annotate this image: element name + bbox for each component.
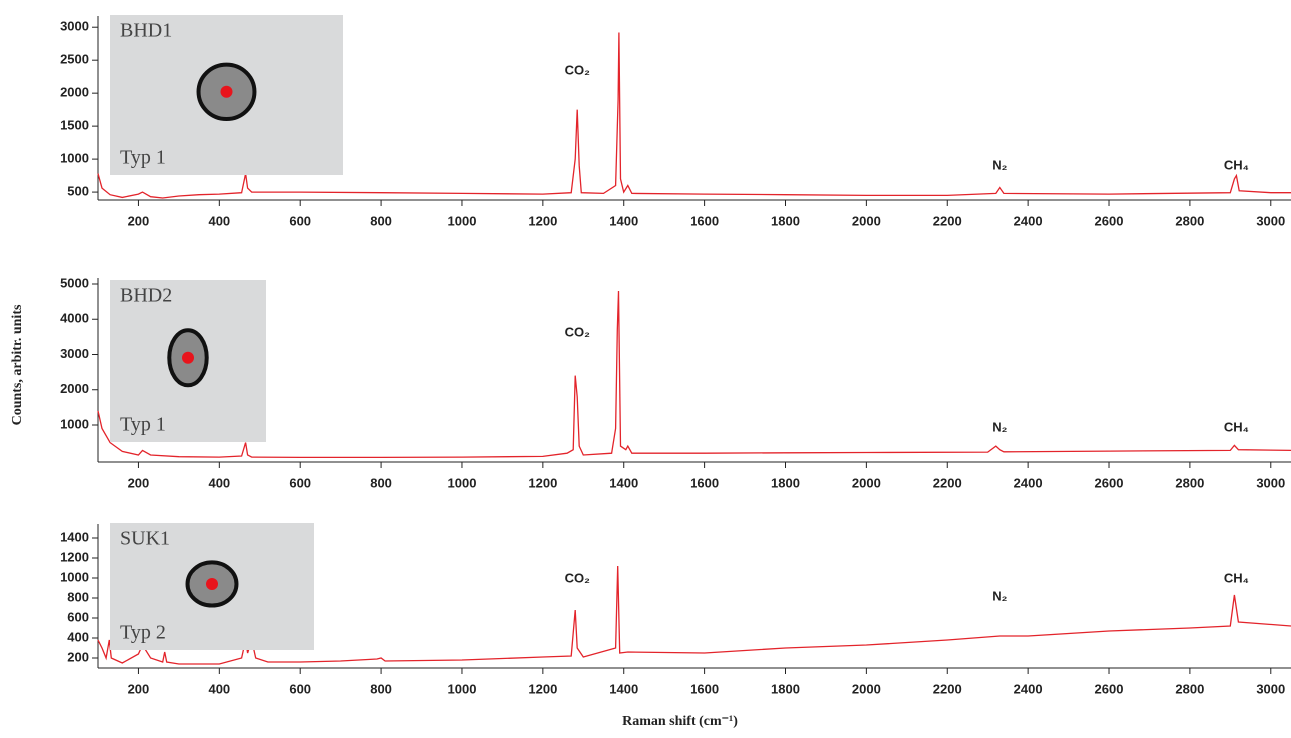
y-tick-label: 5000 [60,275,89,290]
x-tick-label: 2800 [1175,475,1204,490]
y-tick-label: 2500 [60,52,89,67]
x-tick-label: 1800 [771,681,800,696]
x-tick-label: 2000 [852,213,881,228]
x-tick-label: 1800 [771,213,800,228]
x-tick-label: 1200 [528,475,557,490]
y-tick-label: 4000 [60,311,89,326]
x-tick-label: 1600 [690,213,719,228]
x-tick-label: 1200 [528,681,557,696]
x-tick-label: 1200 [528,213,557,228]
x-tick-label: 3000 [1256,213,1285,228]
x-tick-label: 2800 [1175,213,1204,228]
inset-label: BHD2 [120,285,172,307]
inset-label: BHD1 [120,20,172,42]
inset-label: SUK1 [120,528,170,550]
y-tick-label: 400 [67,629,89,644]
peak-annotation: CO₂ [565,62,591,77]
x-tick-label: 2600 [1095,681,1124,696]
peak-annotation: CH₄ [1224,570,1249,585]
inset-label: Typ 2 [120,622,166,644]
spectrum-line [97,290,1291,459]
x-tick-label: 800 [370,213,392,228]
y-tick-label: 1400 [60,529,89,544]
x-tick-label: 1600 [690,475,719,490]
y-tick-label: 2000 [60,85,89,100]
peak-annotation: N₂ [992,588,1007,603]
x-tick-label: 2000 [852,475,881,490]
y-tick-label: 1500 [60,118,89,133]
laser-spot [220,85,233,98]
y-tick-label: 200 [67,649,89,664]
x-tick-label: 600 [289,475,311,490]
x-tick-label: 1400 [609,681,638,696]
y-tick-label: 1000 [60,569,89,584]
x-tick-label: 1000 [448,475,477,490]
x-tick-label: 200 [128,475,150,490]
y-tick-label: 1000 [60,416,89,431]
x-tick-label: 1400 [609,475,638,490]
laser-spot [206,577,218,590]
peak-annotation: CH₄ [1224,157,1249,172]
x-tick-label: 600 [289,681,311,696]
inset-label: Typ 1 [120,147,166,169]
x-tick-label: 2600 [1095,213,1124,228]
y-tick-label: 600 [67,609,89,624]
y-axis-label: Counts, arbitr. units [10,304,25,425]
peak-annotation: CO₂ [565,324,591,339]
x-tick-label: 2600 [1095,475,1124,490]
x-tick-label: 1000 [448,213,477,228]
x-tick-label: 2000 [852,681,881,696]
x-tick-label: 3000 [1256,681,1285,696]
x-tick-label: 400 [208,475,230,490]
x-tick-label: 2400 [1014,213,1043,228]
peak-annotation: CO₂ [565,570,591,585]
x-tick-label: 2200 [933,475,962,490]
x-tick-label: 3000 [1256,475,1285,490]
y-tick-label: 1000 [60,151,89,166]
x-tick-label: 1800 [771,475,800,490]
peak-annotation: CH₄ [1224,419,1249,434]
peak-annotation: N₂ [992,419,1007,434]
x-tick-label: 2200 [933,681,962,696]
y-tick-label: 1200 [60,549,89,564]
y-tick-label: 3000 [60,19,89,34]
x-tick-label: 800 [370,681,392,696]
x-tick-label: 200 [128,213,150,228]
y-tick-label: 2000 [60,381,89,396]
x-axis-label: Raman shift (cm⁻¹) [622,714,738,729]
x-tick-label: 2400 [1014,681,1043,696]
y-tick-label: 800 [67,589,89,604]
x-tick-label: 1600 [690,681,719,696]
laser-spot [182,351,194,364]
x-tick-label: 1000 [448,681,477,696]
y-tick-label: 3000 [60,346,89,361]
x-tick-label: 2400 [1014,475,1043,490]
spectrum-line [97,565,1291,665]
x-tick-label: 1400 [609,213,638,228]
x-tick-label: 600 [289,213,311,228]
spectrum-line [97,32,1291,199]
inset-label: Typ 1 [120,414,166,436]
x-tick-label: 400 [208,681,230,696]
x-tick-label: 2800 [1175,681,1204,696]
peak-annotation: N₂ [992,157,1007,172]
x-tick-label: 800 [370,475,392,490]
x-tick-label: 200 [128,681,150,696]
y-tick-label: 500 [67,184,89,199]
x-tick-label: 2200 [933,213,962,228]
x-tick-label: 400 [208,213,230,228]
